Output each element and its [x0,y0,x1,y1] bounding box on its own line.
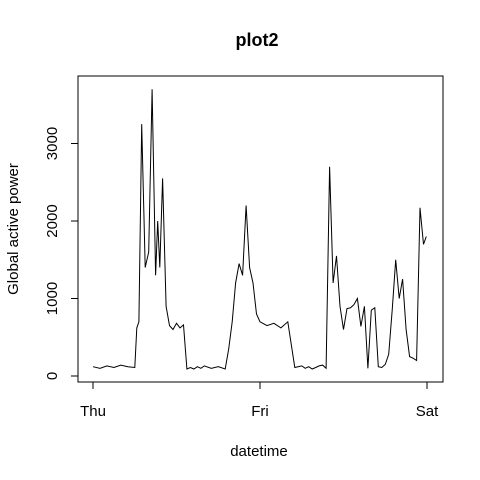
y-axis-label: Global active power [5,163,22,295]
x-axis: Thu Fri Sat [80,381,439,420]
y-tick-label: 2000 [44,204,61,237]
y-tick-label: 0 [44,372,61,380]
chart-title: plot2 [236,30,279,50]
y-tick-label: 1000 [44,282,61,315]
plot-frame [77,75,444,383]
x-axis-label: datetime [230,443,288,460]
x-tick-label: Sat [416,403,439,420]
series-line [92,89,427,370]
y-axis: 0 1000 2000 3000 [44,127,79,380]
x-tick-label: Fri [251,403,269,420]
y-tick-label: 3000 [44,127,61,160]
x-tick-label: Thu [80,403,106,420]
